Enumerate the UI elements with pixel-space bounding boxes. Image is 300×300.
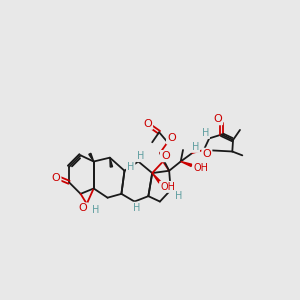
Polygon shape [152,173,161,183]
Text: O: O [167,134,176,143]
Text: H: H [175,191,182,201]
Text: H: H [192,142,199,152]
Text: O: O [52,173,60,184]
Text: O: O [143,119,152,129]
Text: O: O [213,114,222,124]
Polygon shape [181,161,192,166]
Text: H: H [92,205,100,215]
Polygon shape [110,158,112,167]
Text: OH: OH [193,163,208,173]
Polygon shape [89,153,94,161]
Text: O: O [202,149,211,159]
Text: H: H [202,128,209,138]
Text: OH: OH [160,182,175,192]
Text: O: O [79,203,87,214]
Text: H: H [133,203,140,213]
Text: O: O [161,151,170,161]
Text: H: H [137,151,144,161]
Text: H: H [127,162,134,172]
